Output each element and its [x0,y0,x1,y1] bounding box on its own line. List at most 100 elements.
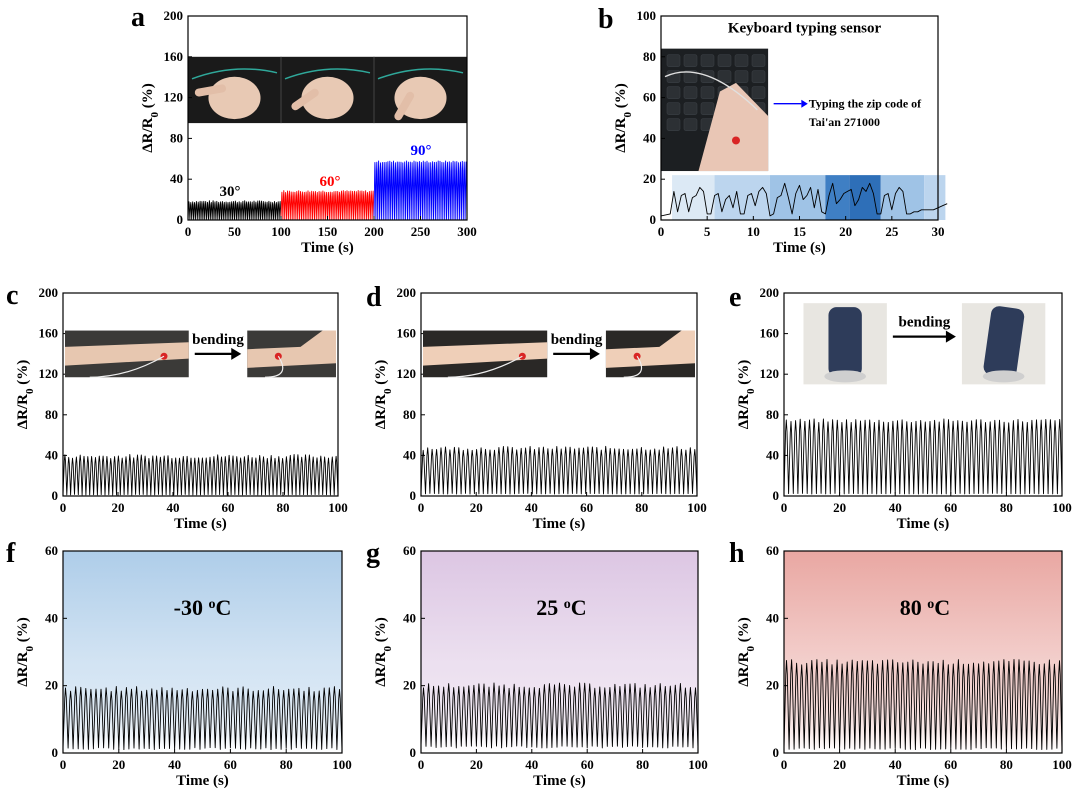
y-tick-label-f-1: 20 [45,678,58,693]
panel-label-f: f [6,538,16,569]
annotation-f: -30 oC [174,595,232,620]
shoe-shape-1 [982,370,1025,383]
plot-frame-c [62,292,339,497]
x-axis-label-a: Time (s) [301,240,354,256]
panel-b: 0 5 10 15 20 25 30 0 20 40 60 80 100 Time (s) ΔR/R0 (%… [598,4,948,256]
y-tick-label-a-0: 0 [177,212,184,227]
x-tick-label-g-0: 0 [418,757,425,772]
wire-0 [191,68,278,80]
y-tick-label-h-2: 40 [766,610,779,625]
key-shape [751,86,766,99]
y-tick-label-f-2: 40 [45,610,58,625]
x-axis-label-d: Time (s) [533,516,586,532]
panel-e: 0 20 40 60 80 100 0 40 80 120 160 200 Time (s) ΔR/R0 … [729,282,1072,532]
y-tick-label-b-1: 20 [643,171,656,186]
typing-block-5 [880,175,925,220]
leg-shape-1 [983,306,1025,378]
x-tick-label-f-5: 100 [332,757,352,772]
series-line-a-2 [373,160,468,221]
x-tick-label-a-0: 0 [185,224,192,239]
x-tick-label-d-5: 100 [687,500,707,515]
plot-frame-f [62,550,343,754]
key-shape [683,70,698,83]
key-shape [700,102,715,115]
x-tick-label-e-1: 20 [833,500,846,515]
y-tick-label-g-0: 0 [410,745,417,760]
y-axis-label-e: ΔR/R0 (%) [736,360,757,430]
x-tick-label-e-2: 40 [889,500,902,515]
x-tick-label-a-3: 150 [318,224,338,239]
y-tick-label-c-1: 40 [45,447,58,462]
y-axis-label-d: ΔR/R0 (%) [373,360,394,430]
x-tick-label-a-1: 50 [228,224,241,239]
background-gradient-h [784,551,1062,753]
y-tick-label-d-3: 120 [397,366,417,381]
y-tick-label-b-2: 40 [643,130,656,145]
x-tick-label-c-0: 0 [60,500,67,515]
key-shape [751,70,766,83]
x-tick-label-e-0: 0 [781,500,788,515]
x-tick-label-h-5: 100 [1052,757,1072,772]
annotation-e: bending [899,315,951,331]
x-tick-label-b-5: 25 [885,224,899,239]
y-tick-label-e-0: 0 [773,488,780,503]
x-tick-label-g-1: 20 [470,757,483,772]
key-shape [683,102,698,115]
x-tick-label-e-3: 60 [944,500,957,515]
key-shape [666,70,681,83]
wire [664,71,758,111]
x-tick-label-g-4: 80 [636,757,649,772]
panel-label-b: b [598,4,614,35]
x-tick-label-h-3: 60 [944,757,957,772]
wire-0 [447,355,523,378]
key-shape [734,70,749,83]
x-tick-label-d-0: 0 [418,500,425,515]
x-tick-label-c-2: 40 [167,500,180,515]
y-tick-label-c-2: 80 [45,407,58,422]
arrow-head-d [589,347,600,360]
annotation-g: 25 oC [536,595,586,620]
panel-label-a: a [131,2,145,33]
x-tick-label-a-2: 100 [271,224,291,239]
y-axis-label-g: ΔR/R0 (%) [373,617,394,687]
x-axis-label-e: Time (s) [897,516,950,532]
panel-a: 0 50 100 150 200 250 300 0 40 80 120 160 200 Time (s)… [131,2,477,256]
x-axis-label-g: Time (s) [533,773,586,789]
y-tick-label-c-5: 200 [39,285,59,300]
plot-frame-e [783,292,1063,497]
x-tick-label-f-4: 80 [280,757,293,772]
leg-shape-0 [828,307,862,377]
y-tick-label-e-3: 120 [760,366,780,381]
panel-label-c: c [6,280,18,311]
x-tick-label-c-1: 20 [112,500,125,515]
y-tick-label-g-2: 40 [403,610,416,625]
x-tick-label-f-1: 20 [112,757,125,772]
arrow-head-c [231,347,242,360]
x-tick-label-b-1: 5 [704,224,711,239]
x-tick-label-b-3: 15 [793,224,807,239]
y-tick-label-a-5: 200 [164,8,184,23]
x-tick-label-b-0: 0 [658,224,665,239]
annotation-a-0: 30° [220,184,241,200]
y-tick-label-f-3: 60 [45,543,58,558]
y-tick-label-a-4: 160 [164,49,184,64]
shoe-shape-0 [824,370,867,383]
plot-frame-a [187,15,468,221]
annotation-a-2: 90° [411,143,432,159]
plot-frame-d [420,292,698,497]
finger-shape-1 [291,88,319,111]
key-shape [717,54,732,67]
hand-shape-0 [208,76,261,120]
annotation-a-1: 60° [320,174,341,190]
x-axis-label-h: Time (s) [897,773,950,789]
wire-1 [623,355,643,378]
typing-block-1 [714,175,770,220]
y-tick-label-d-5: 200 [397,285,417,300]
key-shape [717,70,732,83]
series-line-g [420,682,699,749]
panel-label-h: h [729,538,745,569]
y-axis-label-h: ΔR/R0 (%) [736,617,757,687]
plot-frame-g [420,550,699,754]
